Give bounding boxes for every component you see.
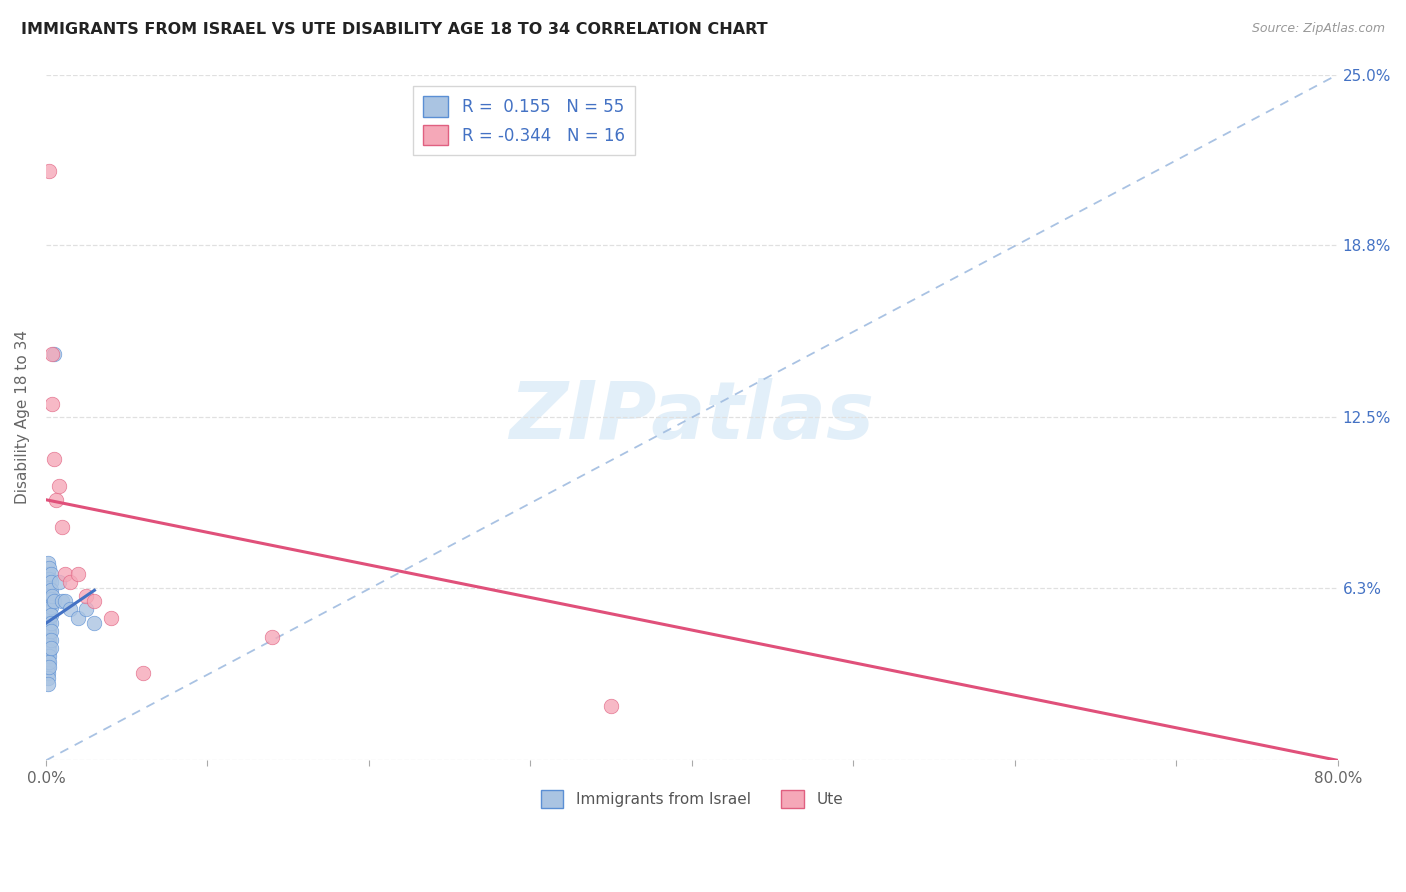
- Point: [37, 649, 59, 664]
- Point: [37, 660, 59, 674]
- Point: [38, 655, 60, 669]
- Point: [37, 616, 59, 631]
- Y-axis label: Disability Age 18 to 34: Disability Age 18 to 34: [15, 330, 30, 505]
- Point: [51, 594, 73, 608]
- Point: [37, 611, 59, 625]
- Point: [48, 575, 70, 590]
- Point: [600, 698, 623, 713]
- Point: [37, 589, 59, 603]
- Point: [38, 589, 60, 603]
- Text: IMMIGRANTS FROM ISRAEL VS UTE DISABILITY AGE 18 TO 34 CORRELATION CHART: IMMIGRANTS FROM ISRAEL VS UTE DISABILITY…: [21, 22, 768, 37]
- Point: [38, 643, 60, 657]
- Point: [59, 575, 82, 590]
- Point: [38, 627, 60, 641]
- Point: [75, 602, 97, 616]
- Point: [100, 611, 122, 625]
- Point: [37, 665, 59, 680]
- Point: [39, 599, 62, 614]
- Point: [38, 660, 60, 674]
- Point: [38, 616, 60, 631]
- Point: [39, 624, 62, 639]
- Point: [37, 638, 59, 652]
- Point: [37, 655, 59, 669]
- Point: [45, 492, 67, 507]
- Point: [67, 566, 90, 581]
- Point: [38, 163, 60, 178]
- Point: [42, 451, 65, 466]
- Text: ZIPatlas: ZIPatlas: [509, 378, 875, 457]
- Point: [39, 632, 62, 647]
- Point: [75, 589, 97, 603]
- Legend: Immigrants from Israel, Ute: Immigrants from Israel, Ute: [534, 783, 849, 814]
- Point: [38, 622, 60, 636]
- Point: [41, 589, 63, 603]
- Point: [37, 556, 59, 570]
- Point: [59, 602, 82, 616]
- Point: [37, 676, 59, 690]
- Point: [38, 572, 60, 586]
- Point: [39, 616, 62, 631]
- Point: [83, 594, 105, 608]
- Point: [39, 640, 62, 655]
- Point: [38, 638, 60, 652]
- Point: [37, 632, 59, 647]
- Text: Source: ZipAtlas.com: Source: ZipAtlas.com: [1251, 22, 1385, 36]
- Point: [38, 605, 60, 619]
- Point: [53, 566, 76, 581]
- Point: [39, 591, 62, 606]
- Point: [132, 665, 155, 680]
- Point: [48, 479, 70, 493]
- Point: [39, 607, 62, 622]
- Point: [38, 649, 60, 664]
- Point: [41, 347, 63, 361]
- Point: [42, 347, 65, 361]
- Point: [39, 575, 62, 590]
- Point: [37, 597, 59, 611]
- Point: [38, 561, 60, 575]
- Point: [260, 630, 283, 644]
- Point: [42, 594, 65, 608]
- Point: [39, 583, 62, 598]
- Point: [67, 611, 90, 625]
- Point: [37, 566, 59, 581]
- Point: [37, 575, 59, 590]
- Point: [51, 520, 73, 534]
- Point: [37, 605, 59, 619]
- Point: [38, 581, 60, 595]
- Point: [37, 643, 59, 657]
- Point: [37, 622, 59, 636]
- Point: [39, 566, 62, 581]
- Point: [83, 616, 105, 631]
- Point: [37, 671, 59, 685]
- Point: [37, 627, 59, 641]
- Point: [38, 611, 60, 625]
- Point: [53, 594, 76, 608]
- Point: [41, 397, 63, 411]
- Point: [38, 632, 60, 647]
- Point: [38, 597, 60, 611]
